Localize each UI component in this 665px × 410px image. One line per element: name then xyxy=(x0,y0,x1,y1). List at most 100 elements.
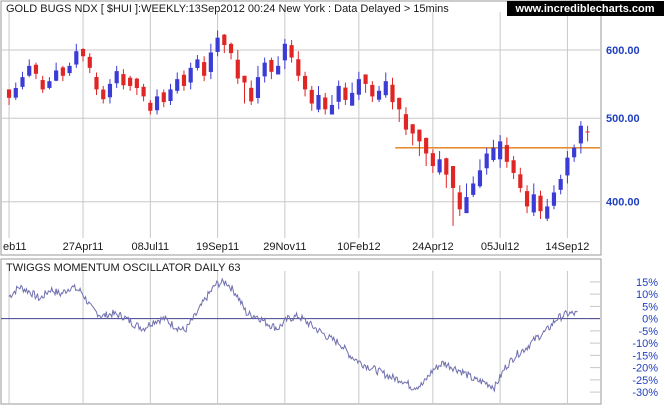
candle-body xyxy=(437,159,442,173)
candle-body xyxy=(134,78,139,89)
candle-body xyxy=(289,45,294,58)
candle-body xyxy=(376,90,382,100)
candle-body xyxy=(578,125,583,144)
oscillator-line xyxy=(8,277,578,393)
candle-body xyxy=(249,87,254,102)
candle-body xyxy=(511,160,516,173)
candle-body xyxy=(336,85,341,102)
candle-body xyxy=(255,77,261,98)
candle-body xyxy=(228,43,234,54)
candle-body xyxy=(262,62,267,77)
candle-body xyxy=(114,71,119,84)
candle-body xyxy=(296,59,301,76)
candle-body xyxy=(504,145,509,162)
candle-body xyxy=(444,158,449,175)
candle-body xyxy=(181,74,187,86)
candle-body xyxy=(168,89,173,102)
oscillator-y-tick-label: -5% xyxy=(638,326,658,338)
candle-body xyxy=(565,157,570,176)
candle-body xyxy=(309,89,314,104)
candle-body xyxy=(87,56,92,68)
price-grid xyxy=(2,12,600,238)
oscillator-panel-frame xyxy=(0,258,602,405)
candle-body xyxy=(74,51,79,65)
candle-body xyxy=(20,77,25,87)
oscillator-y-tick-label: -15% xyxy=(632,350,658,362)
candle-body xyxy=(329,104,335,115)
price-y-tick-label: 400.00 xyxy=(606,197,640,209)
candle-body xyxy=(343,87,348,100)
candle-body xyxy=(383,81,388,96)
price-y-tick-label: 600.00 xyxy=(606,45,640,57)
candle-body xyxy=(302,75,308,90)
candle-body xyxy=(27,65,32,76)
price-x-tick-label: 27Apr11 xyxy=(63,241,104,253)
candle-body xyxy=(477,170,483,187)
candle-body xyxy=(128,77,133,86)
candle-body xyxy=(457,192,462,210)
candle-body xyxy=(175,79,180,91)
candle-body xyxy=(531,194,536,213)
candle-body xyxy=(107,83,113,98)
candle-body xyxy=(464,197,469,214)
candle-body xyxy=(67,65,72,74)
candle-body xyxy=(403,114,409,130)
candle-body xyxy=(269,59,274,72)
candle-body xyxy=(40,79,45,90)
candle-body xyxy=(491,147,496,161)
candle-body xyxy=(80,48,86,57)
candle-body xyxy=(424,137,429,154)
site-link[interactable]: www.incrediblecharts.com xyxy=(515,3,655,15)
candle-body xyxy=(235,59,240,79)
candle-body xyxy=(47,81,52,88)
candle-body xyxy=(222,34,227,46)
candle-body xyxy=(538,195,543,212)
candle-body xyxy=(323,97,328,110)
candle-body xyxy=(545,206,550,219)
price-y-axis: 600.00 500.00 400.00 xyxy=(606,45,640,209)
oscillator-y-axis: 15%10%5%0%-5%-10%-15%-20%-25%-30% xyxy=(632,277,658,399)
candle-body xyxy=(410,124,415,134)
oscillator-grid xyxy=(8,271,600,403)
candle-body xyxy=(154,96,160,111)
candle-body xyxy=(397,97,402,110)
price-x-tick-label: 08Jul11 xyxy=(131,241,169,253)
candle-body xyxy=(356,79,361,95)
oscillator-y-tick-label: 5% xyxy=(642,301,658,313)
price-x-tick-label: 05Jul12 xyxy=(481,241,520,253)
candle-body xyxy=(551,192,557,206)
candle-body xyxy=(60,67,65,76)
candle-body xyxy=(202,62,207,76)
candle-body xyxy=(417,129,422,142)
candle-body xyxy=(94,77,99,90)
candle-body xyxy=(363,74,368,84)
candle-body xyxy=(350,92,355,106)
candle-body xyxy=(282,43,287,61)
price-x-tick-label: eb11 xyxy=(3,241,27,253)
candlestick-series xyxy=(6,30,590,226)
candle-body xyxy=(54,70,59,81)
chart-title: GOLD BUGS NDX [ $HUI ]:WEEKLY:13Sep2012 … xyxy=(6,3,449,15)
oscillator-y-tick-label: 0% xyxy=(642,314,658,326)
candle-body xyxy=(430,153,435,167)
price-x-axis: eb11 27Apr11 08Jul11 19Sep11 29Nov11 10Feb12 2… xyxy=(3,241,589,253)
candle-body xyxy=(558,179,563,190)
candle-body xyxy=(215,37,220,52)
candle-body xyxy=(498,141,503,160)
oscillator-y-tick-label: -20% xyxy=(632,363,658,375)
candle-body xyxy=(148,102,153,111)
candle-body xyxy=(572,147,577,158)
oscillator-y-tick-label: -10% xyxy=(632,338,658,350)
candle-body xyxy=(390,84,395,103)
price-y-tick-label: 500.00 xyxy=(606,113,640,125)
candle-body xyxy=(370,84,375,97)
price-x-tick-label: 10Feb12 xyxy=(337,241,380,253)
candle-body xyxy=(524,191,530,207)
site-badge[interactable] xyxy=(507,1,664,16)
candle-body xyxy=(471,183,476,195)
candle-body xyxy=(188,67,193,83)
candle-body xyxy=(208,52,213,72)
oscillator-y-tick-label: -30% xyxy=(632,387,658,399)
price-x-tick-label: 29Nov11 xyxy=(263,241,306,253)
